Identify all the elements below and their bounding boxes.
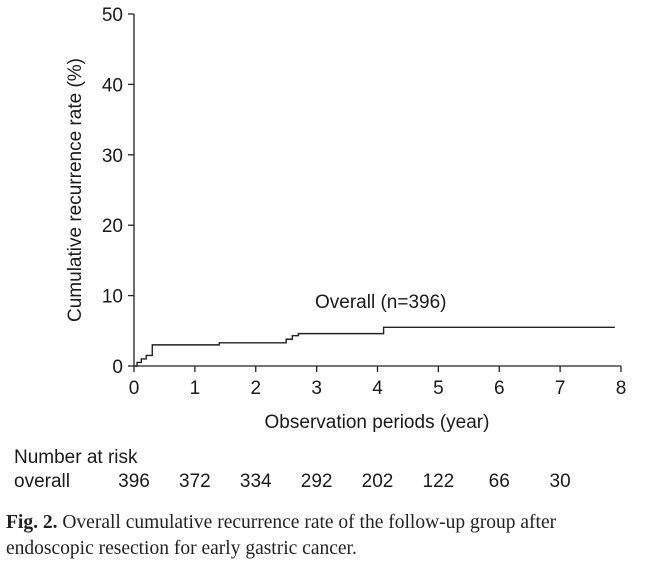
x-tick-label: 0 [129,378,140,399]
x-tick-label: 6 [494,378,505,399]
y-ticks: 0 10 20 30 40 50 [102,5,134,378]
y-tick-label: 40 [102,75,123,96]
x-tick-label: 5 [433,378,444,399]
x-tick-label: 4 [372,378,383,399]
risk-value: 334 [239,471,272,492]
risk-table-title: Number at risk [14,447,138,468]
x-tick-label: 3 [311,378,322,399]
caption-text: Overall cumulative recurrence rate of th… [6,512,557,559]
y-tick-label: 0 [112,357,123,378]
x-tick-label: 7 [555,378,566,399]
risk-value: 372 [179,471,211,492]
risk-value: 292 [300,471,333,492]
y-tick-label: 20 [102,216,123,237]
risk-value: 30 [549,471,571,492]
y-tick-label: 50 [102,5,123,26]
risk-value: 396 [118,471,150,492]
x-tick-label: 1 [190,378,201,399]
x-axis-label: Observation periods (year) [265,412,490,433]
x-tick-label: 8 [616,378,627,399]
series-annotation: Overall (n=396) [315,292,446,313]
risk-row-label: overall [14,471,70,492]
chart: 0 10 20 30 40 50 0 1 2 3 4 5 6 7 8 Overall (n=396) Ob… [65,5,627,433]
x-ticks: 0 1 2 3 4 5 6 7 8 [129,366,627,399]
risk-value: 202 [361,471,394,492]
x-tick-label: 2 [250,378,261,399]
risk-value: 66 [488,471,510,492]
caption-label: Fig. 2. [6,512,58,533]
risk-table-row: overall 396 372 334 292 202 122 66 30 [14,471,634,495]
y-axis-label: Cumulative recurrence rate (%) [65,58,86,322]
series-line-overall [134,326,615,367]
risk-value: 122 [422,471,455,492]
y-tick-label: 30 [102,146,123,167]
figure-caption: Fig. 2. Overall cumulative recurrence ra… [6,510,646,562]
y-tick-label: 10 [102,287,123,308]
